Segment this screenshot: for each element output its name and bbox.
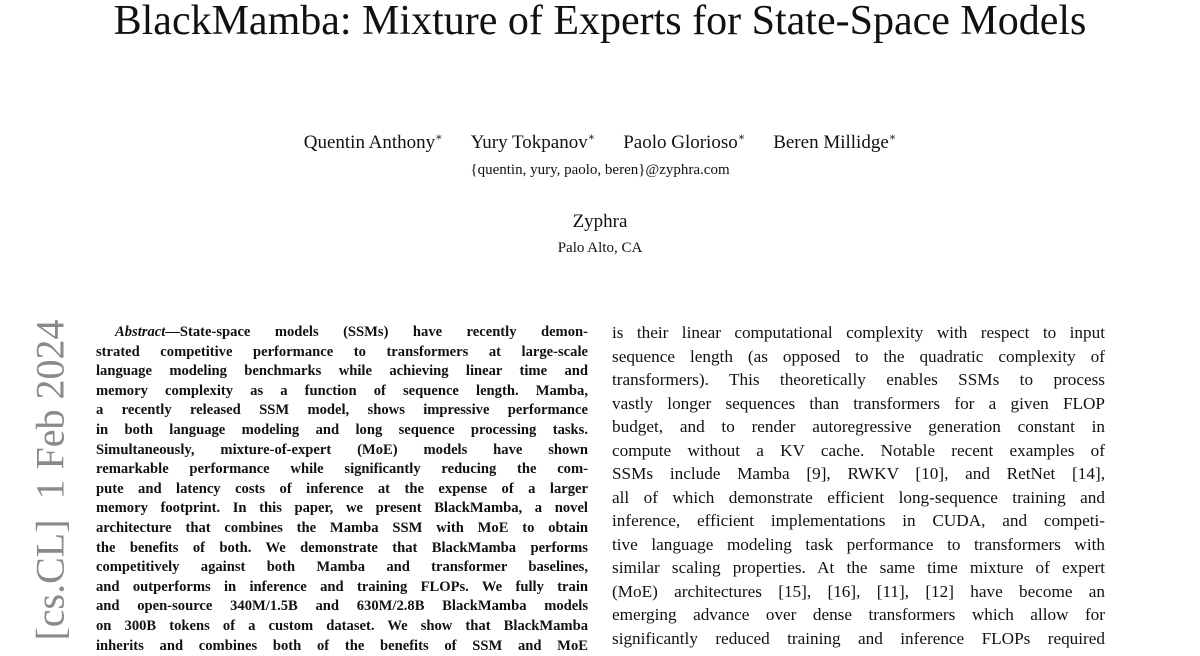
abstract-line: memory footprint. In this paper, we pres… <box>96 500 588 517</box>
body-line: transformers). This theoretically enable… <box>612 370 1105 389</box>
arxiv-sidebar: [cs.CL] 1 Feb 2024 <box>27 319 73 641</box>
abstract-line: a recently released SSM model, shows imp… <box>96 402 588 419</box>
location: Palo Alto, CA <box>557 240 643 256</box>
author-mark: ∗ <box>435 132 443 144</box>
author-name: Beren Millidge <box>773 132 889 154</box>
body-line: similar scaling properties. At the same … <box>612 558 1105 577</box>
author-name: Yury Tokpanov <box>470 132 588 154</box>
body-line: SSMs include Mamba [9], RWKV [10], and R… <box>612 464 1105 483</box>
body-line: significantly reduced training and infer… <box>612 628 1105 648</box>
abstract-line: competitively against both Mamba and tra… <box>96 559 588 576</box>
abstract-line: remarkable performance while significant… <box>96 461 588 478</box>
abstract-line: strated competitive performance to trans… <box>96 343 588 360</box>
affiliation: Zyphra <box>572 211 628 232</box>
author-mark: ∗ <box>587 132 596 144</box>
body-line: inference, efficient implementations in … <box>612 511 1105 530</box>
abstract-line: inherits and combines both of the benefi… <box>96 637 588 654</box>
body-line: (MoE) architectures [15], [16], [11], [1… <box>612 581 1105 601</box>
abstract-line: in both language modeling and long seque… <box>96 422 588 438</box>
body-line: emerging advance over dense transformers… <box>612 605 1105 624</box>
abstract-line: Simultaneously, mixture-of-expert (MoE) … <box>96 441 588 458</box>
abstract-line: memory complexity as a function of seque… <box>96 382 588 399</box>
author: Yury Tokpanov∗ <box>471 132 596 153</box>
abstract-label: Abstract <box>115 324 166 340</box>
abstract-line: language modeling benchmarks while achie… <box>96 363 588 380</box>
author: Beren Millidge∗ <box>773 132 896 153</box>
body-line: is their linear computational complexity… <box>612 323 1105 342</box>
body-line: budget, and to render autoregressive gen… <box>612 417 1105 436</box>
body-line: compute without a KV cache. Notable rece… <box>612 440 1105 460</box>
abstract-line: architecture that combines the Mamba SSM… <box>96 520 588 536</box>
body-line: vastly longer sequences than transformer… <box>612 393 1105 413</box>
authors: Quentin Anthony∗ Yury Tokpanov∗ Paolo Glor… <box>0 131 1200 154</box>
author-name: Quentin Anthony <box>303 132 436 154</box>
abstract-line: and open-source 340M/1.5B and 630M/2.8B … <box>96 598 588 615</box>
author: Paolo Glorioso∗ <box>623 132 745 153</box>
paper-title: BlackMamba: Mixture of Experts for State… <box>113 0 1087 44</box>
body-line: tive language modeling task performance … <box>612 534 1105 554</box>
body-line: all of which demonstrate efficient long-… <box>612 487 1105 507</box>
author: Quentin Anthony∗ <box>304 132 443 153</box>
abstract-line: Abstract—State-space models (SSMs) have … <box>115 323 588 342</box>
abstract-line: on 300B tokens of a custom dataset. We s… <box>96 618 588 634</box>
author-mark: ∗ <box>888 132 897 144</box>
body-line: sequence length (as opposed to the quadr… <box>612 346 1105 366</box>
abstract-line: pute and latency costs of inference at t… <box>96 480 588 497</box>
email: {quentin, yury, paolo, beren}@zyphra.com <box>470 162 730 178</box>
abstract-text: —State-space models (SSMs) have recently… <box>165 324 588 340</box>
author-name: Paolo Glorioso <box>623 132 738 154</box>
abstract-line: and outperforms in inference and trainin… <box>96 578 588 595</box>
abstract-line: the benefits of both. We demonstrate tha… <box>96 539 588 556</box>
author-mark: ∗ <box>737 132 746 144</box>
